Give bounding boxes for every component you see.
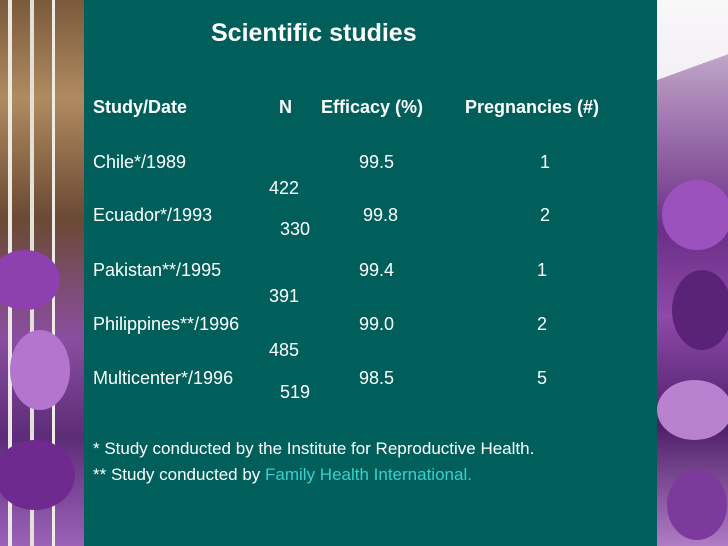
purple-ribbon-decoration bbox=[672, 270, 728, 350]
right-decorative-photo bbox=[657, 0, 728, 546]
purple-ribbon-decoration bbox=[662, 180, 728, 250]
row-philippines-pregnancies: 2 bbox=[537, 314, 548, 334]
purple-ribbon-decoration bbox=[0, 250, 60, 310]
row-ecuador-n: 330 bbox=[280, 219, 311, 239]
row-pakistan-study: Pakistan**/1995 bbox=[93, 260, 222, 280]
row-chile-pregnancies: 1 bbox=[540, 152, 551, 172]
header-pregnancies: Pregnancies (#) bbox=[465, 97, 600, 117]
header-n: N bbox=[279, 97, 292, 117]
row-pakistan-n: 391 bbox=[269, 286, 300, 306]
left-decorative-photo bbox=[0, 0, 84, 546]
slide-title: Scientific studies bbox=[211, 19, 417, 47]
row-multicenter-n: 519 bbox=[280, 382, 311, 402]
family-health-international-link[interactable]: Family Health International. bbox=[265, 465, 472, 484]
row-pakistan-pregnancies: 1 bbox=[537, 260, 548, 280]
row-multicenter-pregnancies: 5 bbox=[537, 368, 548, 388]
row-multicenter-study: Multicenter*/1996 bbox=[93, 368, 234, 388]
header-efficacy: Efficacy (%) bbox=[321, 97, 424, 117]
row-chile-study: Chile*/1989 bbox=[93, 152, 187, 172]
row-ecuador-efficacy: 99.8 bbox=[363, 205, 399, 225]
row-philippines-n: 485 bbox=[269, 340, 300, 360]
footnote-single: * Study conducted by the Institute for R… bbox=[93, 439, 535, 458]
purple-ribbon-decoration bbox=[10, 330, 70, 410]
row-ecuador-study: Ecuador*/1993 bbox=[93, 205, 213, 225]
purple-ribbon-decoration bbox=[657, 380, 728, 440]
row-chile-n: 422 bbox=[269, 178, 300, 198]
row-ecuador-pregnancies: 2 bbox=[540, 205, 551, 225]
footnote-double-prefix: ** Study conducted by bbox=[93, 465, 266, 484]
row-philippines-study: Philippines**/1996 bbox=[93, 314, 240, 334]
row-philippines-efficacy: 99.0 bbox=[359, 314, 395, 334]
header-study: Study/Date bbox=[93, 97, 188, 117]
slide-panel bbox=[84, 0, 657, 546]
row-chile-efficacy: 99.5 bbox=[359, 152, 395, 172]
purple-ribbon-decoration bbox=[0, 440, 75, 510]
row-multicenter-efficacy: 98.5 bbox=[359, 368, 395, 388]
footnote-double: ** Study conducted by Family Health Inte… bbox=[93, 465, 472, 485]
row-pakistan-efficacy: 99.4 bbox=[359, 260, 395, 280]
purple-ribbon-decoration bbox=[667, 470, 727, 540]
